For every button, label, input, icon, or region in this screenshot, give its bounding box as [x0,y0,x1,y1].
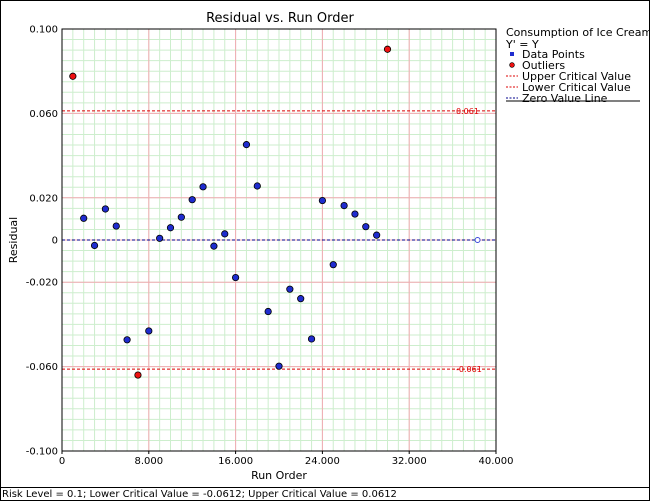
data-point [166,224,175,232]
legend-heading: Consumption of Ice Cream [506,26,650,39]
data-point [199,183,207,191]
x-tick-label: 16.000 [218,456,253,467]
legend-item-label: Lower Critical Value [522,81,631,94]
data-point [232,273,240,282]
data-point [362,223,370,231]
legend-dot-icon [509,62,515,68]
data-point [90,241,99,250]
data-point [351,210,359,218]
outlier-point [69,72,77,80]
data-point [373,231,381,239]
y-tick-label: 0.060 [29,109,58,120]
x-tick-label: 24.000 [305,456,340,467]
x-tick-label: 0 [59,456,65,467]
data-point [156,234,164,242]
data-point [297,295,305,303]
legend-item-label: Upper Critical Value [522,70,631,83]
x-tick-label: 32.000 [392,456,427,467]
legend-item-label: Outliers [522,59,565,72]
x-axis-ticks: 0 8.000 16.000 24.000 32.000 40.000 [59,451,514,467]
footer-status: Risk Level = 0.1; Lower Critical Value =… [0,487,650,501]
chart-title: Residual vs. Run Order [206,11,354,26]
x-tick-label: 40.000 [479,456,514,467]
data-point [275,362,283,370]
data-point [80,214,88,222]
data-point [210,242,218,250]
data-point [286,285,294,293]
y-tick-label: 0 [52,236,58,247]
data-point [318,196,326,205]
data-point [221,230,229,238]
data-point [264,307,272,316]
data-point [101,205,110,213]
data-point [123,336,131,344]
data-point [112,222,120,230]
legend: Consumption of Ice Cream Y' = Y Data Poi… [505,26,650,105]
residual-chart: Residual vs. Run Order 0.061 -0.061 0 8.00… [7,11,650,482]
y-tick-label: -0.100 [26,447,58,458]
y-tick-label: 0.020 [29,193,58,204]
data-point [177,213,185,221]
data-point [242,141,251,149]
legend-square-icon [510,52,514,56]
upper-critical-label: 0.061 [456,107,479,116]
data-point [188,196,196,204]
y-tick-label: 0.100 [29,25,58,36]
y-axis-ticks: 0.100 0.060 0.020 0 -0.020 -0.060 -0.100 [26,25,58,458]
data-points [69,45,481,379]
y-tick-label: -0.060 [26,362,58,373]
data-point [145,327,153,335]
y-axis-label: Residual [7,217,20,263]
x-axis-label: Run Order [251,469,307,482]
data-point [307,335,316,343]
y-tick-label: -0.020 [26,278,58,289]
outlier-point [134,371,142,379]
data-point [329,261,337,269]
lower-critical-label: -0.061 [456,365,482,374]
legend-item-label: Data Points [522,48,585,61]
legend-subheading: Y' = Y [505,38,539,51]
plot-border [61,28,497,452]
data-point [253,182,261,190]
outlier-point [383,45,392,53]
legend-item-label: Zero Value Line [522,92,608,105]
data-point [340,202,348,210]
x-tick-label: 8.000 [134,456,163,467]
zero-line-marker [474,237,481,243]
